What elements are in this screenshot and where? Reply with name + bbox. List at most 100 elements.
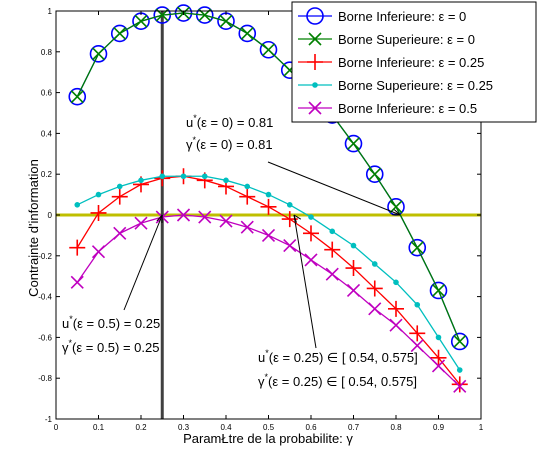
- x-tick-label: 0.2: [135, 423, 147, 432]
- series-5: [70, 208, 467, 393]
- data-point: [198, 210, 212, 224]
- data-point: [344, 134, 363, 153]
- x-tick-label: 0: [54, 423, 59, 432]
- legend-entry-2: Borne Superieure: ε = 0: [298, 32, 475, 47]
- legend-label: Borne Inferieure: ε = 0.25: [338, 55, 484, 70]
- legend-entry-1: Borne Inferieure: ε = 0: [298, 7, 466, 25]
- legend: Borne Inferieure: ε = 0 Borne Superieure:…: [291, 1, 537, 123]
- data-point: [304, 253, 318, 267]
- data-point: [308, 214, 314, 220]
- data-point: [451, 376, 468, 393]
- legend-label: Borne Superieure: ε = 0: [338, 32, 475, 47]
- y-tick-label: -0.2: [38, 252, 52, 261]
- data-point: [329, 228, 336, 235]
- data-point: [70, 90, 84, 104]
- data-point: [68, 87, 87, 106]
- data-point: [430, 349, 447, 366]
- legend-entry-5: Borne Inferieure: ε = 0.5: [298, 101, 477, 116]
- annotation-arrow: [123, 214, 163, 311]
- data-point: [223, 177, 229, 184]
- data-point: [134, 216, 148, 230]
- data-point: [303, 225, 319, 242]
- annotation-arrow: [267, 161, 401, 216]
- legend-marker: [308, 101, 322, 115]
- data-point: [174, 4, 193, 22]
- data-point: [450, 332, 469, 351]
- data-point: [388, 300, 404, 317]
- y-tick-label: 1: [48, 7, 53, 16]
- y-tick-label: 0.8: [41, 48, 53, 57]
- data-point: [113, 26, 127, 41]
- y-tick-label: -1: [45, 415, 53, 424]
- y-tick-label: 0.4: [41, 129, 53, 138]
- data-point: [408, 238, 427, 257]
- data-point: [95, 191, 102, 198]
- legend-label: Borne Inferieure: ε = 0: [338, 9, 466, 24]
- data-point: [153, 6, 172, 24]
- data-point: [350, 242, 357, 249]
- annotation-line-1: u*(ε = 0.25) ∈ [ 0.54, 0.575]: [258, 348, 418, 365]
- x-tick-label: 0.5: [263, 423, 275, 432]
- data-point: [283, 239, 297, 253]
- annotation-3: u*(ε = 0.25) ∈ [ 0.54, 0.575] γ*(ε = 0.25…: [258, 214, 418, 389]
- x-tick-label: 0.9: [433, 423, 445, 432]
- data-point: [453, 334, 467, 349]
- x-tick-label: 0.4: [220, 423, 232, 432]
- data-point: [219, 214, 233, 228]
- data-point: [91, 47, 106, 61]
- annotation-line-2: γ*(ε = 0.5) = 0.25: [62, 338, 159, 355]
- annotation-arrowhead: [156, 214, 163, 224]
- legend-entry-3: Borne Inferieure: ε = 0.25: [298, 54, 484, 70]
- data-point: [90, 204, 107, 221]
- data-point: [70, 275, 84, 289]
- legend-marker: [307, 54, 323, 70]
- data-point: [238, 24, 257, 43]
- data-point: [134, 14, 148, 28]
- data-point: [113, 226, 127, 240]
- data-point: [159, 173, 166, 180]
- y-tick-label: -0.6: [38, 333, 52, 342]
- data-point: [368, 167, 382, 181]
- data-point: [453, 379, 467, 393]
- annotation-arrow: [293, 214, 317, 349]
- data-point: [176, 208, 191, 222]
- y-tick-label: -0.4: [38, 293, 52, 302]
- legend-marker: [312, 82, 318, 88]
- data-point: [325, 267, 339, 281]
- data-point: [261, 43, 276, 57]
- legend-label: Borne Superieure: ε = 0.25: [338, 78, 493, 93]
- data-point: [346, 137, 361, 151]
- x-tick-label: 1: [479, 423, 484, 432]
- y-tick-label: -0.8: [38, 374, 52, 383]
- data-point: [259, 40, 278, 59]
- x-tick-label: 0.8: [390, 423, 402, 432]
- annotation-arrowhead: [392, 209, 401, 216]
- data-point: [89, 45, 108, 63]
- x-axis-label: ParamŁtre de la probabilite: γ: [183, 431, 353, 446]
- data-point: [239, 188, 256, 205]
- data-point: [69, 239, 86, 256]
- data-point: [435, 334, 442, 341]
- data-point: [265, 191, 272, 198]
- data-point: [240, 220, 254, 234]
- annotation-2: u*(ε = 0.5) = 0.25 γ*(ε = 0.5) = 0.25: [62, 214, 163, 355]
- annotations: u*(ε = 0) = 0.81γ*(ε = 0) = 0.81u*(ε = 0…: [62, 113, 418, 389]
- legend-box: [291, 1, 537, 123]
- data-point: [410, 338, 424, 353]
- data-point: [456, 367, 463, 373]
- data-point: [261, 228, 276, 242]
- data-point: [431, 283, 446, 298]
- data-point: [195, 6, 214, 24]
- legend-marker: [306, 7, 324, 25]
- data-point: [345, 260, 362, 277]
- data-point: [111, 188, 128, 205]
- data-point: [389, 200, 403, 214]
- x-tick-label: 0.3: [178, 423, 190, 432]
- data-point: [414, 301, 421, 308]
- y-tick-label: 0: [48, 211, 53, 220]
- data-point: [244, 183, 251, 190]
- x-tick-label: 0.6: [305, 423, 317, 432]
- legend-marker: [308, 32, 322, 46]
- series-2: [70, 6, 467, 349]
